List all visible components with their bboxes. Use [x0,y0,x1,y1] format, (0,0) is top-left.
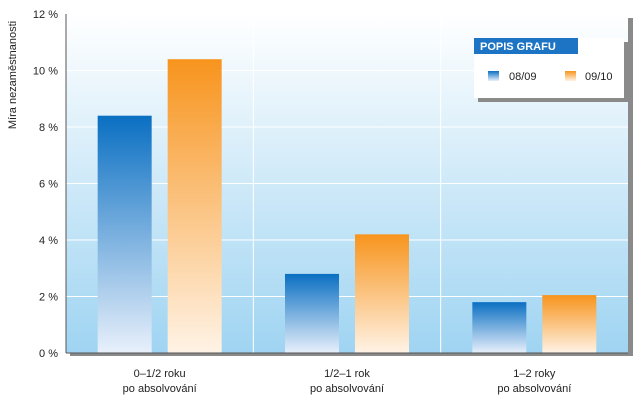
legend: POPIS GRAFU 08/09 09/10 [474,38,628,102]
y-tick-label: 8 % [39,122,58,134]
x-category-labels: 0–1/2 roku po absolvování 1/2–1 rok po abso… [123,368,572,395]
y-tick-label: 6 % [39,179,58,191]
legend-label-1: 09/10 [585,71,613,83]
y-tick-label: 4 % [39,235,58,247]
legend-item-1: 09/10 [565,71,613,83]
x-category-label: 1–2 roky [513,368,556,380]
bar-09-10-cat1 [355,234,409,353]
legend-label-0: 08/09 [509,71,537,83]
bar-08-09-cat0 [97,115,152,353]
gridlines [66,13,628,353]
bar-08-09-cat1 [285,273,339,353]
x-category-label: 0–1/2 roku [134,368,186,380]
legend-swatch-0 [488,71,499,81]
legend-title: POPIS GRAFU [480,41,556,53]
legend-swatch-1 [565,71,576,81]
y-tick-label: 0 % [39,348,58,360]
y-axis-title: Míra nezaměstnanosti [7,21,19,129]
y-tick-labels: 0 % 2 % 4 % 6 % 8 % 10 % 12 % [33,9,58,360]
x-category-label: po absolvování [497,383,571,395]
bars-group [97,59,597,353]
x-category-label: po absolvování [310,383,384,395]
y-tick-label: 2 % [39,292,58,304]
y-tick-label: 12 % [33,9,58,21]
bar-09-10-cat0 [167,59,222,353]
x-category-label: 1/2–1 rok [324,368,370,380]
legend-title-bar [474,38,578,54]
bar-09-10-cat2 [542,295,597,353]
y-tick-label: 10 % [33,66,58,78]
bar-08-09-cat2 [472,302,527,353]
legend-item-0: 08/09 [488,71,537,83]
x-category-label: po absolvování [123,383,197,395]
